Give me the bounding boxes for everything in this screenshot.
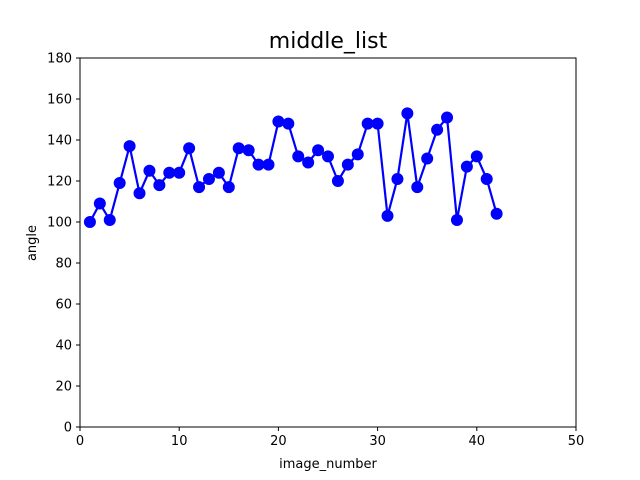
data-point [401, 107, 414, 120]
x-tick-label: 40 [469, 434, 486, 449]
data-point [292, 150, 305, 163]
data-point [480, 172, 493, 185]
x-axis: 0 10 20 30 40 50 [76, 427, 584, 449]
data-point [103, 213, 116, 226]
x-tick-label: 0 [76, 434, 84, 449]
data-point [322, 150, 334, 163]
data-point [202, 172, 215, 185]
data-point [252, 158, 265, 171]
series-layer [83, 107, 503, 228]
data-point [381, 209, 394, 222]
data-point [272, 115, 285, 128]
y-tick-label: 20 [55, 380, 72, 395]
y-tick-label: 40 [55, 339, 72, 354]
data-point [143, 164, 156, 177]
data-point [391, 172, 404, 185]
data-point [262, 158, 275, 171]
data-point [183, 142, 196, 155]
data-point [113, 177, 126, 190]
data-point [341, 158, 354, 171]
data-point [153, 179, 166, 192]
plot-frame [79, 57, 577, 428]
data-point [282, 117, 295, 130]
data-point [460, 160, 473, 173]
y-tick-label: 100 [47, 216, 72, 231]
data-point [490, 207, 503, 220]
data-point [371, 117, 384, 130]
data-point [93, 197, 106, 210]
plot-area [79, 57, 577, 428]
data-point [302, 156, 315, 169]
y-tick-label: 0 [64, 421, 72, 436]
chart-title: middle_list [269, 29, 388, 54]
data-point [133, 187, 146, 200]
data-point [331, 175, 344, 187]
y-tick-label: 160 [47, 93, 72, 108]
y-tick-label: 140 [47, 134, 72, 149]
y-axis: 0 20 40 60 80 100 120 140 160 180 [47, 52, 80, 436]
data-point [173, 166, 186, 179]
x-tick-label: 30 [369, 434, 386, 449]
data-point [242, 144, 255, 157]
x-axis-label: image_number [279, 457, 377, 472]
data-point [450, 213, 463, 226]
data-point [83, 216, 96, 228]
y-tick-label: 60 [55, 298, 72, 313]
data-point [351, 148, 364, 161]
y-tick-label: 120 [47, 175, 72, 190]
data-point [431, 123, 444, 136]
data-point [411, 181, 424, 194]
data-point [123, 140, 136, 153]
data-point [361, 117, 374, 130]
x-tick-label: 20 [270, 434, 287, 449]
data-point [312, 144, 325, 157]
data-point [212, 166, 225, 179]
data-point [232, 142, 245, 155]
x-tick-label: 10 [171, 434, 188, 449]
y-tick-label: 180 [47, 52, 72, 67]
x-tick-label: 50 [568, 434, 585, 449]
y-axis-label: angle [25, 225, 40, 261]
data-point [193, 181, 206, 194]
data-point [441, 111, 454, 124]
data-point [421, 152, 434, 165]
data-point [222, 181, 235, 194]
y-tick-label: 80 [55, 257, 72, 272]
data-point [470, 150, 483, 163]
data-point [163, 166, 176, 179]
